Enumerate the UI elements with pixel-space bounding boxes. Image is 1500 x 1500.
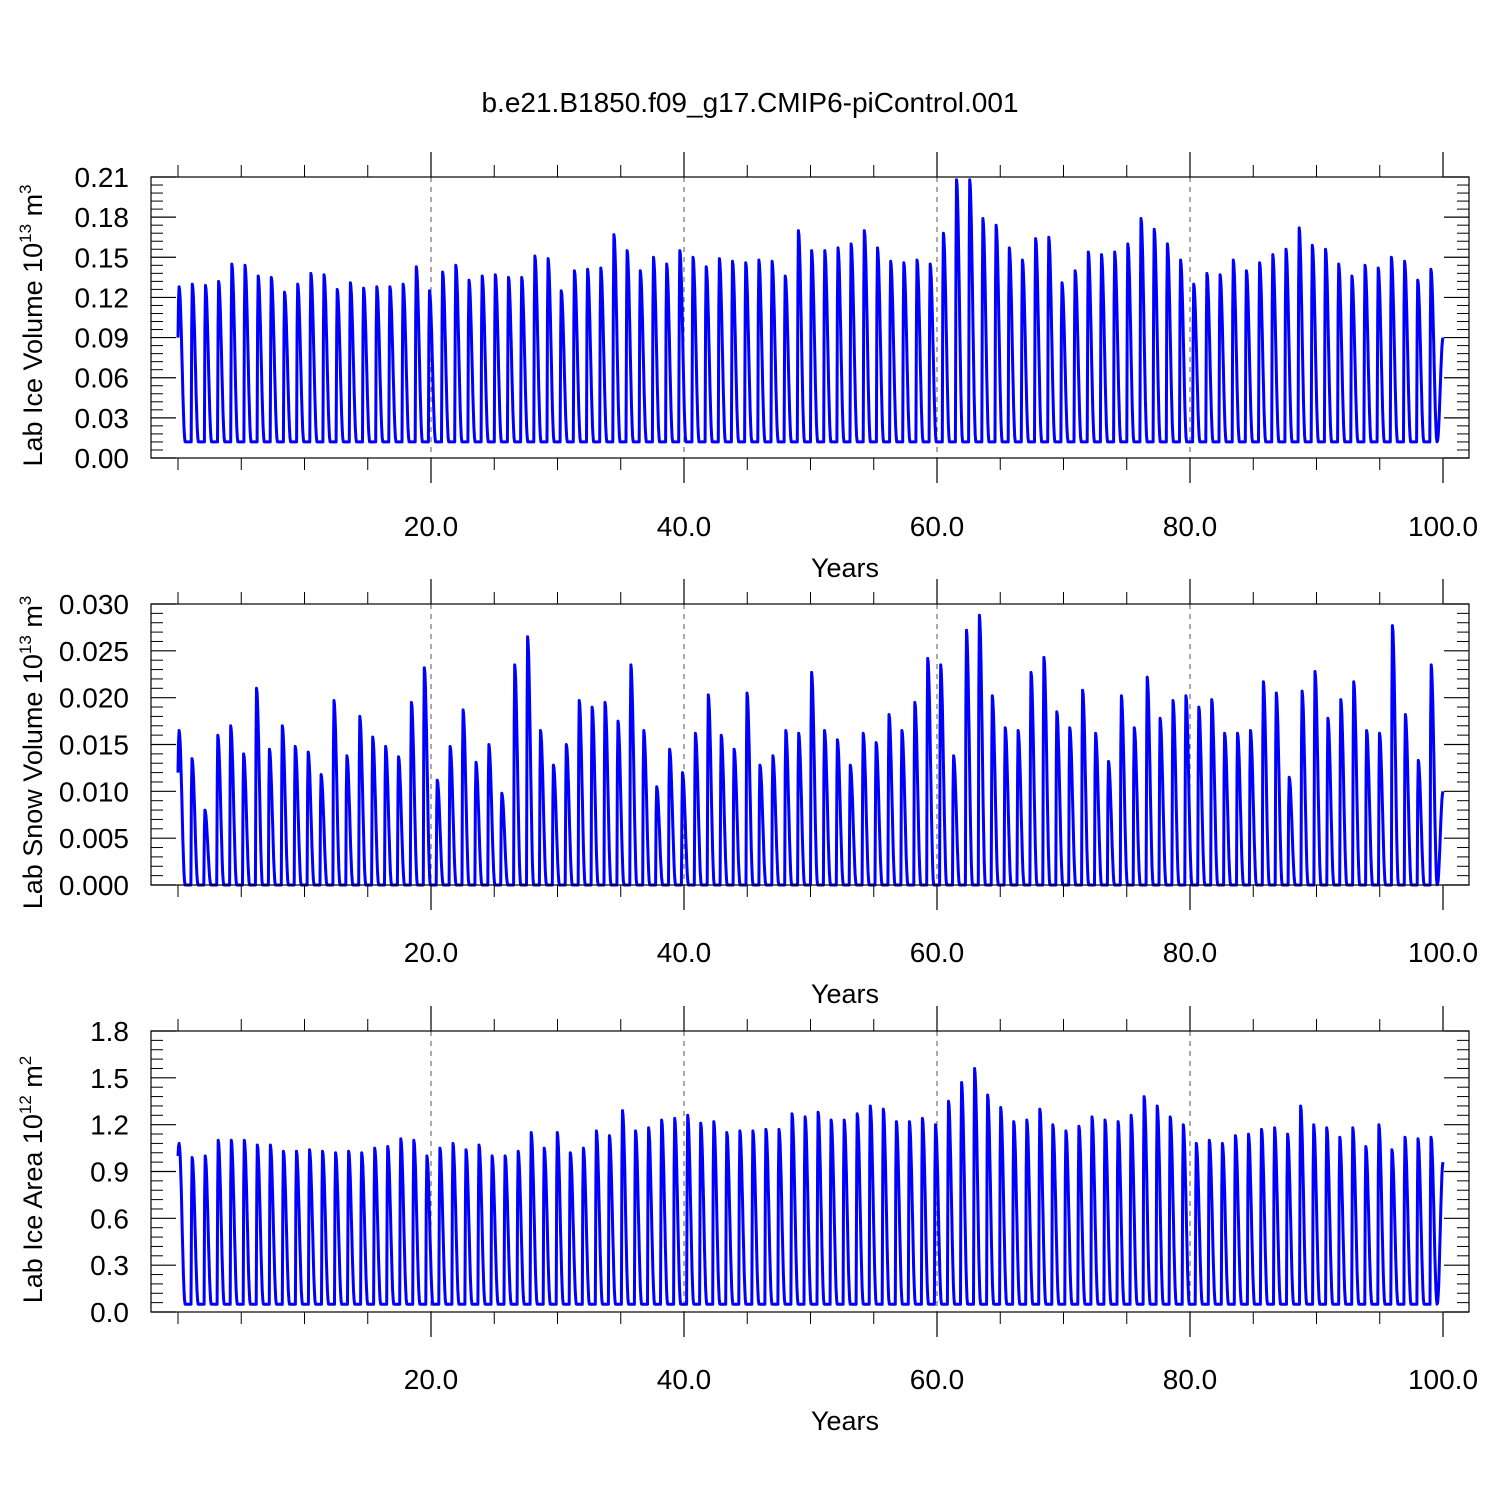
x-tick-label: 100.0 bbox=[1408, 1364, 1478, 1395]
x-tick-label: 100.0 bbox=[1408, 511, 1478, 542]
y-tick-label: 0.025 bbox=[59, 636, 129, 667]
y-tick-label: 1.2 bbox=[90, 1110, 129, 1141]
series-line bbox=[176, 178, 1445, 444]
series-line bbox=[176, 613, 1445, 887]
x-tick-label: 80.0 bbox=[1163, 511, 1218, 542]
y-tick-label: 0.030 bbox=[59, 589, 129, 620]
y-tick-label: 0.00 bbox=[75, 443, 130, 474]
y-tick-label: 0.6 bbox=[90, 1203, 129, 1234]
x-tick-label: 20.0 bbox=[404, 511, 459, 542]
y-tick-label: 0.09 bbox=[75, 323, 130, 354]
x-tick-label: 60.0 bbox=[910, 937, 965, 968]
chart-panel-1: 0.00 0.03 0.06 0.09 0.12 0.15 0.18 0.21 20.0 40.0… bbox=[16, 152, 1478, 583]
chart-panel-3: 0.0 0.3 0.6 0.9 1.2 1.5 1.8 20.0 40.0 60.0 80.0 100… bbox=[16, 1006, 1478, 1436]
x-tick-label: 20.0 bbox=[404, 1364, 459, 1395]
chart-panel-2: 0.000 0.005 0.010 0.015 0.020 0.025 0.030 20.0 4… bbox=[16, 579, 1478, 1009]
y-tick-label: 0.005 bbox=[59, 823, 129, 854]
y-tick-label: 1.8 bbox=[90, 1016, 129, 1047]
x-tick-label: 40.0 bbox=[657, 511, 712, 542]
y-tick-label: 0.3 bbox=[90, 1250, 129, 1281]
chart-panels: 0.00 0.03 0.06 0.09 0.12 0.15 0.18 0.21 20.0 40.0… bbox=[16, 152, 1478, 1436]
x-axis-label: Years bbox=[811, 979, 879, 1009]
y-tick-label: 0.9 bbox=[90, 1157, 129, 1188]
y-tick-label: 0.0 bbox=[90, 1297, 129, 1328]
y-axis-label: Lab Ice Area 1012 m2 bbox=[16, 1056, 48, 1304]
x-tick-label: 60.0 bbox=[910, 1364, 965, 1395]
series-line bbox=[176, 1067, 1445, 1306]
y-tick-label: 0.18 bbox=[75, 202, 130, 233]
y-tick-label: 0.015 bbox=[59, 730, 129, 761]
x-tick-label: 20.0 bbox=[404, 937, 459, 968]
x-tick-label: 80.0 bbox=[1163, 1364, 1218, 1395]
x-tick-label: 100.0 bbox=[1408, 937, 1478, 968]
x-tick-label: 60.0 bbox=[910, 511, 965, 542]
y-tick-label: 0.15 bbox=[75, 242, 130, 273]
y-tick-label: 0.010 bbox=[59, 776, 129, 807]
x-tick-label: 40.0 bbox=[657, 1364, 712, 1395]
y-tick-label: 0.21 bbox=[75, 162, 130, 193]
y-axis-label: Lab Snow Volume 1013 m3 bbox=[16, 596, 48, 910]
y-tick-label: 0.020 bbox=[59, 683, 129, 714]
y-axis-label: Lab Ice Volume 1013 m3 bbox=[16, 184, 48, 466]
y-tick-label: 0.06 bbox=[75, 363, 130, 394]
y-tick-label: 0.12 bbox=[75, 282, 130, 313]
y-tick-label: 0.03 bbox=[75, 403, 130, 434]
x-tick-label: 40.0 bbox=[657, 937, 712, 968]
x-axis-label: Years bbox=[811, 1406, 879, 1436]
y-tick-label: 1.5 bbox=[90, 1063, 129, 1094]
x-axis-label: Years bbox=[811, 553, 879, 583]
y-tick-label: 0.000 bbox=[59, 870, 129, 901]
figure-title: b.e21.B1850.f09_g17.CMIP6-piControl.001 bbox=[481, 87, 1018, 118]
x-tick-label: 80.0 bbox=[1163, 937, 1218, 968]
